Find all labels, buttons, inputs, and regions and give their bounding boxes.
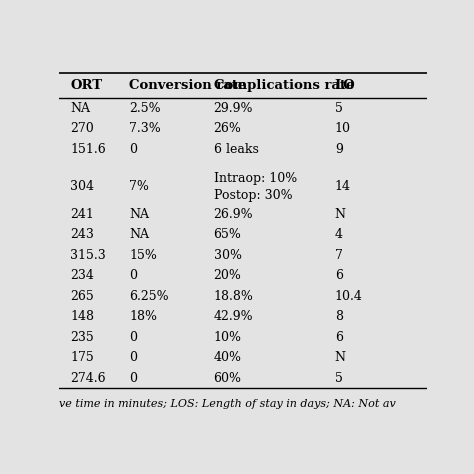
Text: 315.3: 315.3	[70, 249, 106, 262]
Text: 6: 6	[335, 269, 343, 283]
Text: Postop: 30%: Postop: 30%	[213, 189, 292, 202]
Text: 10%: 10%	[213, 331, 242, 344]
Text: 30%: 30%	[213, 249, 242, 262]
Text: 6.25%: 6.25%	[129, 290, 169, 303]
Text: Intraop: 10%: Intraop: 10%	[213, 172, 297, 185]
Text: N: N	[335, 208, 346, 221]
Text: ve time in minutes; LOS: Length of stay in days; NA: Not av: ve time in minutes; LOS: Length of stay …	[59, 399, 396, 409]
Text: 5: 5	[335, 372, 343, 384]
Text: 18.8%: 18.8%	[213, 290, 254, 303]
Text: 65%: 65%	[213, 228, 241, 241]
Text: 10.4: 10.4	[335, 290, 363, 303]
Text: 7%: 7%	[129, 181, 149, 193]
Text: 0: 0	[129, 372, 137, 384]
Text: 0: 0	[129, 269, 137, 283]
Text: 234: 234	[70, 269, 94, 283]
Text: 0: 0	[129, 331, 137, 344]
Text: 15%: 15%	[129, 249, 157, 262]
Text: 0: 0	[129, 351, 137, 364]
Text: 265: 265	[70, 290, 94, 303]
Text: NA: NA	[129, 208, 149, 221]
Text: LO: LO	[335, 79, 356, 92]
Text: 10: 10	[335, 122, 351, 135]
Text: 243: 243	[70, 228, 94, 241]
Text: 7.3%: 7.3%	[129, 122, 161, 135]
Text: 29.9%: 29.9%	[213, 102, 253, 115]
Text: 9: 9	[335, 143, 343, 156]
Text: N: N	[335, 351, 346, 364]
Text: 40%: 40%	[213, 351, 242, 364]
Text: NA: NA	[70, 102, 90, 115]
Text: 235: 235	[70, 331, 94, 344]
Text: 0: 0	[129, 143, 137, 156]
Text: 274.6: 274.6	[70, 372, 106, 384]
Text: Complications rate: Complications rate	[213, 79, 354, 92]
Text: 60%: 60%	[213, 372, 242, 384]
Text: 2.5%: 2.5%	[129, 102, 161, 115]
Text: 5: 5	[335, 102, 343, 115]
Text: ORT: ORT	[70, 79, 102, 92]
Text: 8: 8	[335, 310, 343, 323]
Text: NA: NA	[129, 228, 149, 241]
Text: 6: 6	[335, 331, 343, 344]
Text: 26%: 26%	[213, 122, 241, 135]
Text: 148: 148	[70, 310, 94, 323]
Text: 42.9%: 42.9%	[213, 310, 253, 323]
Text: Conversion rate: Conversion rate	[129, 79, 246, 92]
Text: 151.6: 151.6	[70, 143, 106, 156]
Text: 4: 4	[335, 228, 343, 241]
Text: 175: 175	[70, 351, 94, 364]
Text: 304: 304	[70, 181, 94, 193]
Text: 14: 14	[335, 181, 351, 193]
Text: 20%: 20%	[213, 269, 241, 283]
Text: 241: 241	[70, 208, 94, 221]
Text: 7: 7	[335, 249, 343, 262]
Text: 270: 270	[70, 122, 94, 135]
Text: 6 leaks: 6 leaks	[213, 143, 258, 156]
Text: 18%: 18%	[129, 310, 157, 323]
Text: 26.9%: 26.9%	[213, 208, 253, 221]
